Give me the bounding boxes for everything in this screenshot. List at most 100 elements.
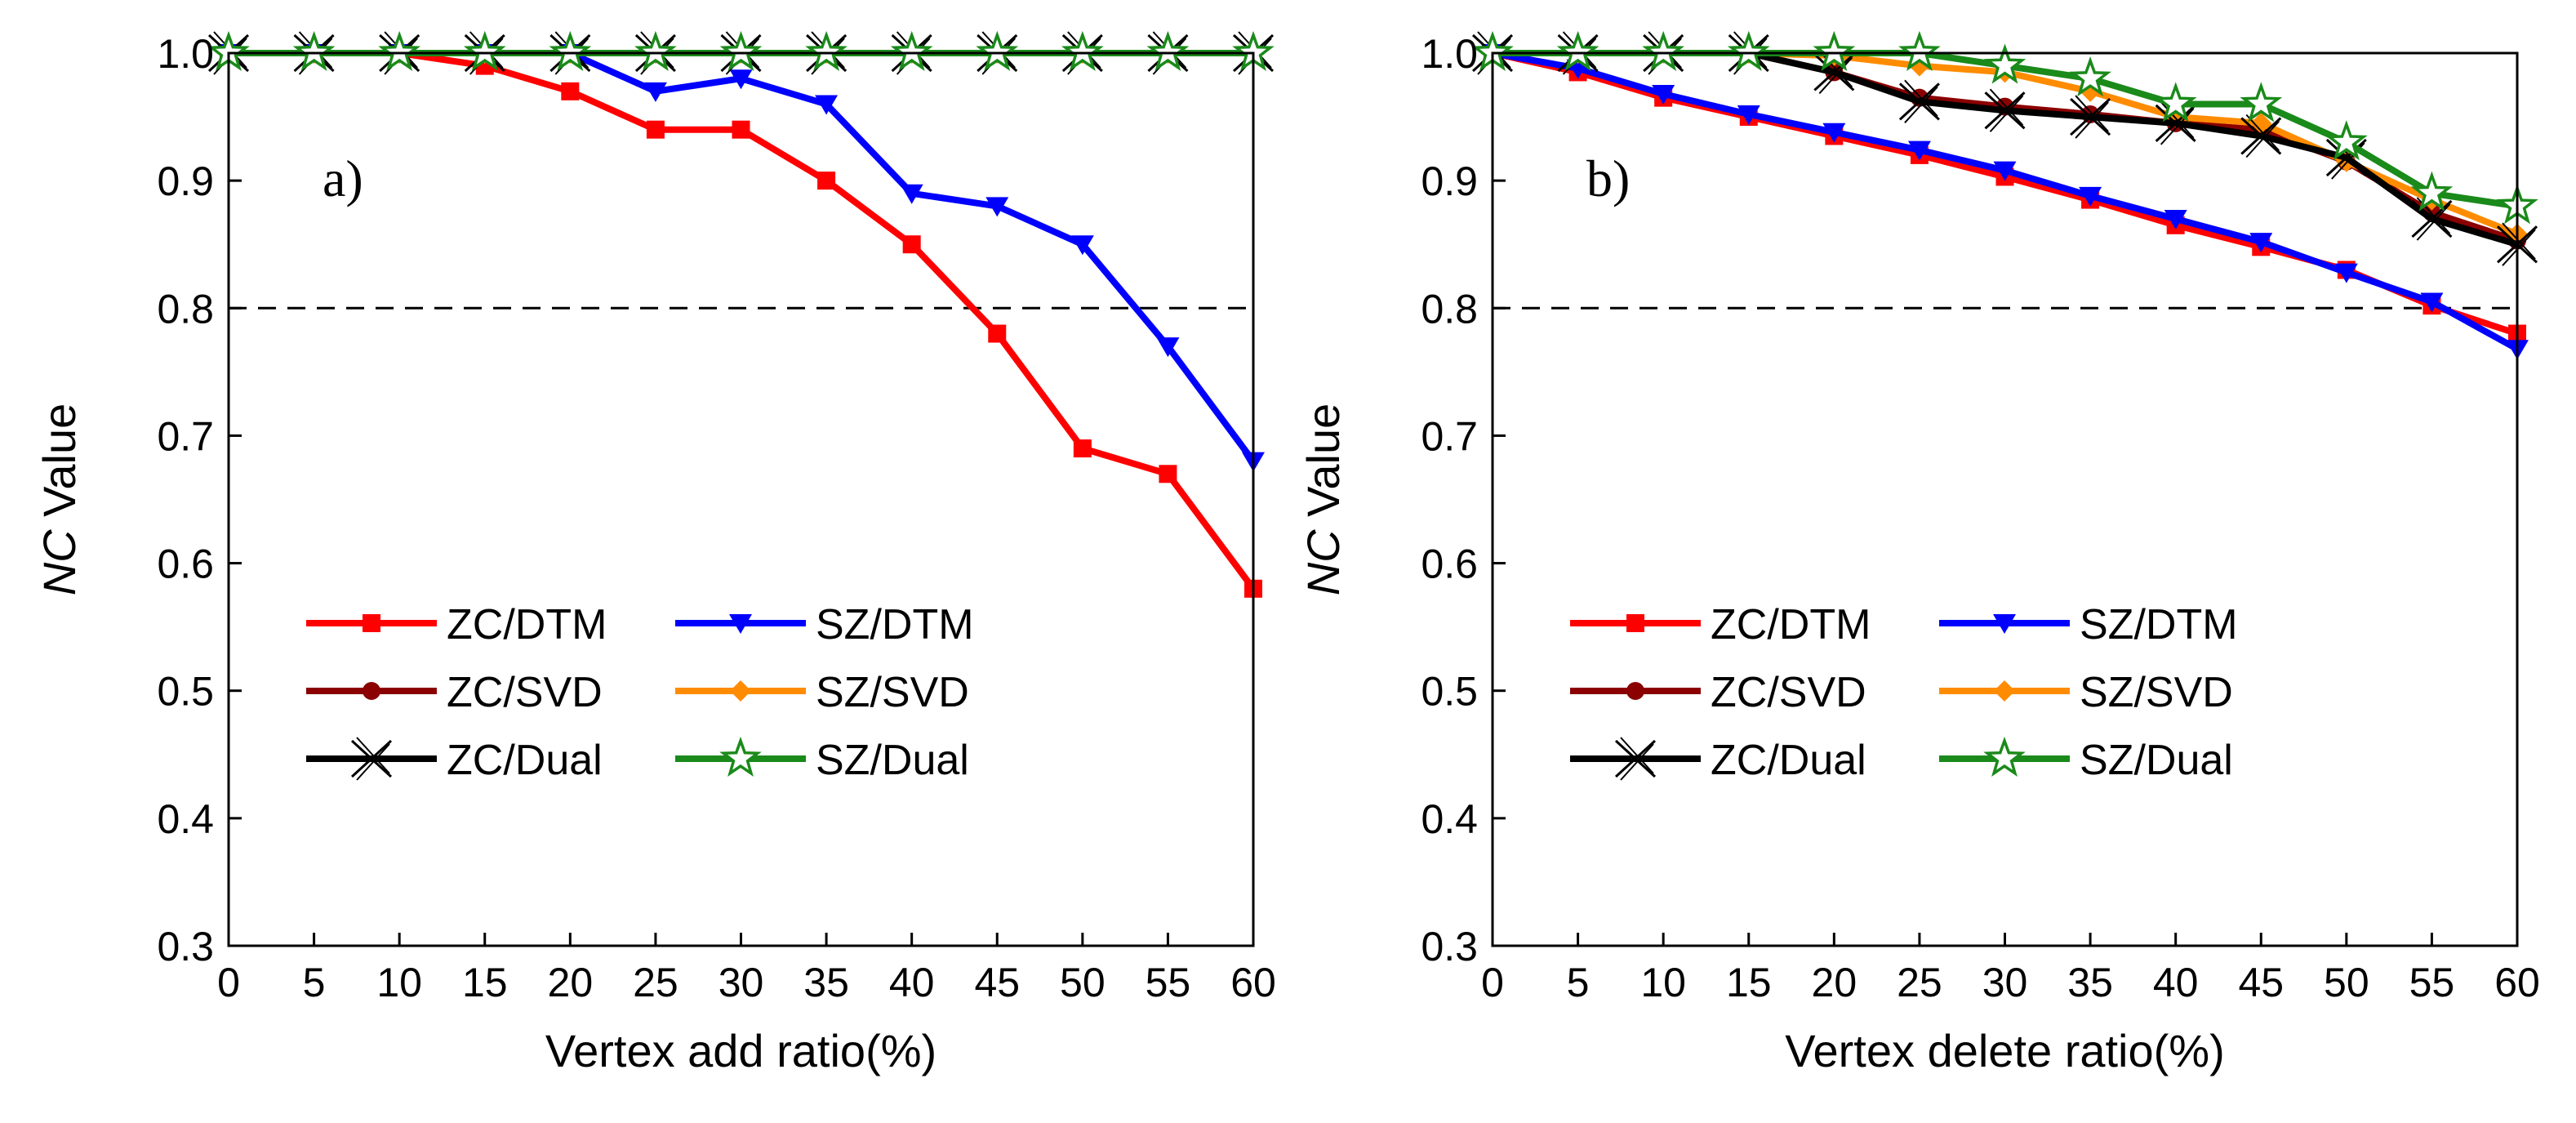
data-point-sz-dual-55 [2410, 171, 2454, 212]
data-point-sz-dual-15 [463, 30, 506, 72]
legend-label: ZC/DTM [447, 601, 607, 648]
y-tick-label: 0.4 [157, 796, 214, 842]
data-point-sz-dtm-55 [2420, 292, 2444, 313]
panel-a: 0 5 10 15 20 25 30 35 40 45 50 55 60 0.3 0.4 0.5 0.6 0.7 0… [33, 30, 1276, 1076]
data-point-sz-dual-50 [1061, 30, 1104, 72]
y-tick-label: 0.5 [157, 669, 214, 715]
panel-label: a) [323, 149, 363, 207]
legend-marker-zc-dtm [363, 614, 380, 632]
data-point-zc-dtm-35 [817, 172, 836, 190]
legend: ZC/DTM SZ/DTM ZC/SVD SZ/SVD ZC/Dual SZ/Dual [1570, 601, 2238, 784]
data-point-sz-dtm-55 [1156, 337, 1180, 358]
series-sz-dual [1471, 30, 2538, 225]
data-point-zc-dtm-50 [1073, 439, 1092, 458]
legend-item-zc-svd: ZC/SVD [306, 669, 603, 716]
legend-label: ZC/Dual [447, 737, 603, 784]
y-tick-label: 0.7 [157, 413, 214, 459]
y-tick-label: 1.0 [1421, 31, 1478, 77]
data-point-sz-dtm-35 [2079, 186, 2102, 207]
x-tick-label: 45 [2238, 960, 2284, 1005]
data-point-zc-dtm-20 [561, 82, 580, 100]
data-point-zc-dual-40 [2155, 101, 2196, 145]
legend-label: SZ/SVD [2080, 669, 2233, 716]
x-tick-label: 55 [1146, 960, 1191, 1005]
legend-item-sz-dual: SZ/Dual [675, 736, 969, 784]
data-point-sz-dual-20 [549, 30, 592, 72]
legend-marker-zc-dual [350, 737, 393, 781]
data-point-sz-dual-30 [719, 30, 763, 71]
x-tick-label: 0 [217, 960, 240, 1005]
data-point-zc-dtm-30 [732, 120, 750, 139]
legend-marker-sz-dual [719, 736, 762, 777]
y-axis-title: NC Value [33, 403, 85, 596]
data-point-sz-dtm-30 [729, 69, 753, 90]
legend-item-sz-svd: SZ/SVD [1939, 669, 2233, 716]
legend-item-sz-dtm: SZ/DTM [1939, 601, 2238, 648]
legend-label: SZ/DTM [816, 601, 974, 648]
data-point-sz-dtm-45 [985, 197, 1009, 217]
y-tick-label: 0.3 [157, 924, 214, 969]
series-line-sz-dtm [1492, 50, 2519, 352]
y-tick-label: 0.6 [157, 541, 214, 587]
data-point-sz-dual-25 [1898, 30, 1941, 72]
y-tick-label: 0.3 [1421, 924, 1478, 969]
legend-marker-sz-svd [730, 680, 751, 702]
y-axis-title-rest: Value [1297, 403, 1349, 530]
data-point-sz-svd-45 [2250, 112, 2272, 134]
data-point-sz-dtm-25 [643, 82, 667, 102]
x-tick-label: 60 [1230, 960, 1276, 1005]
data-point-zc-dual-25 [1898, 79, 1940, 124]
data-point-sz-dual-20 [1813, 30, 1856, 72]
data-point-zc-dual-30 [1984, 88, 2026, 132]
legend-item-zc-dual: ZC/Dual [1570, 737, 1866, 784]
legend-label: SZ/Dual [816, 737, 969, 784]
data-point-sz-dual-45 [976, 30, 1019, 72]
legend-marker-sz-dtm [729, 614, 752, 634]
data-point-zc-dual-35 [2070, 95, 2111, 139]
data-point-sz-dtm-45 [2249, 233, 2273, 253]
x-tick-label: 50 [1060, 960, 1106, 1005]
panel-label: b) [1586, 149, 1630, 207]
legend-label: ZC/SVD [1711, 669, 1866, 716]
plot-frame [227, 51, 1255, 947]
legend-label: ZC/SVD [447, 669, 603, 716]
data-point-sz-dual-5 [1556, 30, 1599, 72]
x-tick-label: 25 [1897, 960, 1942, 1005]
data-point-sz-dual-35 [805, 30, 848, 72]
x-tick-label: 25 [633, 960, 678, 1005]
x-tick-label: 60 [2494, 960, 2540, 1005]
x-tick-label: 45 [974, 960, 1020, 1005]
x-tick-label: 5 [303, 960, 326, 1005]
data-point-sz-dtm-15 [1737, 105, 1760, 125]
y-tick-label: 1.0 [157, 31, 214, 77]
data-point-zc-dual-45 [2240, 114, 2282, 158]
legend-item-zc-dtm: ZC/DTM [1570, 601, 1871, 648]
series-zc-dtm [220, 44, 1262, 598]
data-point-sz-dual-30 [1983, 43, 2027, 84]
data-point-sz-dual-15 [1727, 30, 1770, 72]
data-point-sz-dual-35 [2069, 56, 2111, 97]
legend-marker-sz-svd [1994, 680, 2015, 702]
y-axis-title-italic: NC [1297, 529, 1349, 595]
data-point-sz-dual-40 [2154, 82, 2197, 123]
y-axis-title-italic: NC [33, 529, 85, 595]
x-tick-label: 20 [1812, 960, 1857, 1005]
legend-item-sz-dual: SZ/Dual [1939, 736, 2233, 784]
data-point-sz-dual-10 [1642, 30, 1685, 72]
y-tick-label: 0.5 [1421, 669, 1478, 715]
y-tick-label: 0.8 [1421, 286, 1478, 332]
data-point-sz-dtm-40 [2164, 209, 2187, 230]
legend-label: ZC/Dual [1711, 737, 1866, 784]
data-point-sz-dtm-35 [815, 95, 839, 115]
x-tick-label: 20 [548, 960, 594, 1005]
data-point-sz-dual-5 [292, 30, 336, 72]
legend-marker-zc-svd [1626, 682, 1644, 700]
legend-item-zc-dual: ZC/Dual [306, 737, 603, 784]
data-point-sz-dual-50 [2325, 120, 2368, 161]
legend-item-sz-svd: SZ/SVD [675, 669, 969, 716]
legend-item-sz-dtm: SZ/DTM [675, 601, 974, 648]
data-point-sz-dtm-50 [2334, 263, 2358, 283]
x-tick-label: 0 [1481, 960, 1504, 1005]
data-point-sz-dtm-50 [1070, 235, 1094, 256]
